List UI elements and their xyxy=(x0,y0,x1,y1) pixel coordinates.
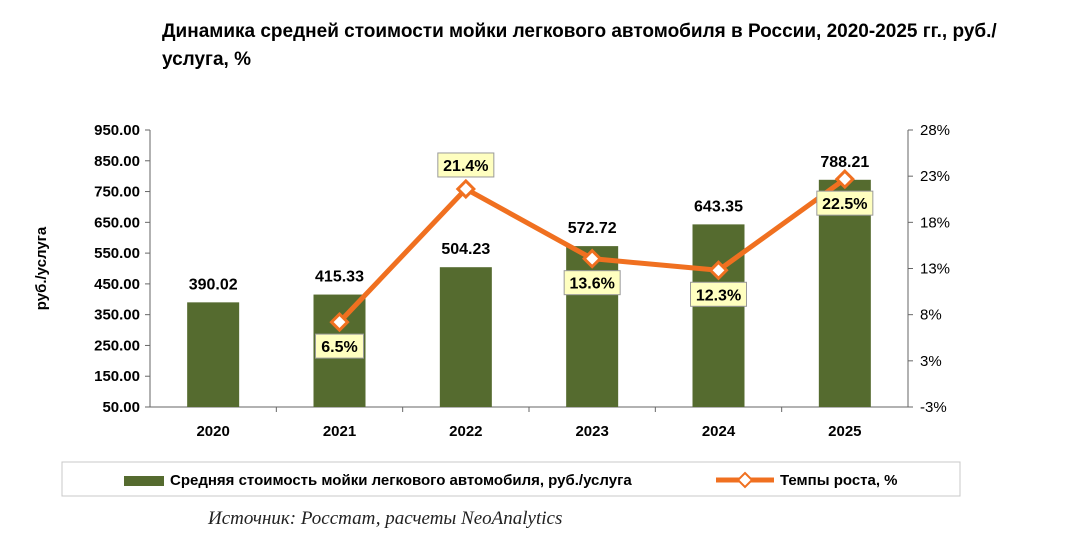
bar-data-label: 572.72 xyxy=(568,220,617,237)
y2-tick-label: 28% xyxy=(920,122,950,139)
y-tick-label: 150.00 xyxy=(94,368,140,385)
bar-data-label: 643.35 xyxy=(694,198,743,215)
y-tick-label: 650.00 xyxy=(94,214,140,231)
line-point xyxy=(329,311,350,333)
line-data-label: 22.5% xyxy=(822,196,867,213)
x-tick-label: 2021 xyxy=(323,423,356,440)
y2-tick-label: -3% xyxy=(920,399,947,416)
x-tick-label: 2022 xyxy=(449,423,482,440)
x-tick-label: 2020 xyxy=(196,423,229,440)
bar xyxy=(818,179,871,407)
line-data-label: 21.4% xyxy=(443,158,488,175)
line-label-box xyxy=(563,270,621,296)
y-axis-label: руб./услуга xyxy=(33,226,50,310)
legend-bar-swatch xyxy=(124,476,164,486)
y-tick-label: 250.00 xyxy=(94,337,140,354)
y2-tick-label: 23% xyxy=(920,168,950,185)
bar xyxy=(187,302,240,407)
y2-tick-label: 13% xyxy=(920,261,950,278)
line-point xyxy=(455,178,476,200)
chart-title: Динамика средней стоимости мойки легково… xyxy=(162,21,997,70)
y-tick-label: 750.00 xyxy=(94,184,140,201)
y2-tick-label: 8% xyxy=(920,307,942,324)
line-data-label: 6.5% xyxy=(321,339,357,356)
bar-data-label: 415.33 xyxy=(315,269,364,286)
legend-line-marker xyxy=(736,471,754,489)
bar-data-label: 504.23 xyxy=(441,241,490,258)
source-note: Источник: Росстат, расчеты NeoAnalytics xyxy=(208,508,563,529)
line-label-box xyxy=(437,152,495,178)
x-tick-label: 2025 xyxy=(828,423,861,440)
legend-bar-label: Средняя стоимость мойки легкового автомо… xyxy=(170,472,632,489)
line-point xyxy=(582,248,603,269)
y-tick-label: 350.00 xyxy=(94,307,140,324)
y-tick-label: 550.00 xyxy=(94,245,140,262)
y-tick-label: 850.00 xyxy=(94,153,140,170)
bar-data-label: 390.02 xyxy=(189,276,238,293)
legend-line-label: Темпы роста, % xyxy=(780,472,898,489)
line-data-label: 13.6% xyxy=(569,276,614,293)
line-label-box xyxy=(816,190,874,216)
line-data-label: 12.3% xyxy=(696,287,741,304)
y2-tick-label: 3% xyxy=(920,353,942,370)
y2-tick-label: 18% xyxy=(920,214,950,231)
line-label-box xyxy=(315,333,364,359)
x-tick-label: 2024 xyxy=(702,423,736,440)
y-tick-label: 450.00 xyxy=(94,276,140,293)
line-point xyxy=(708,260,729,281)
legend-box xyxy=(61,461,961,497)
y-tick-label: 950.00 xyxy=(94,122,140,139)
bar xyxy=(692,224,745,407)
x-tick-label: 2023 xyxy=(575,423,608,440)
y-tick-label: 50.00 xyxy=(102,399,140,416)
line-label-box xyxy=(690,281,747,307)
bar xyxy=(439,267,492,407)
bar-data-label: 788.21 xyxy=(820,154,869,171)
line-point xyxy=(834,169,855,190)
